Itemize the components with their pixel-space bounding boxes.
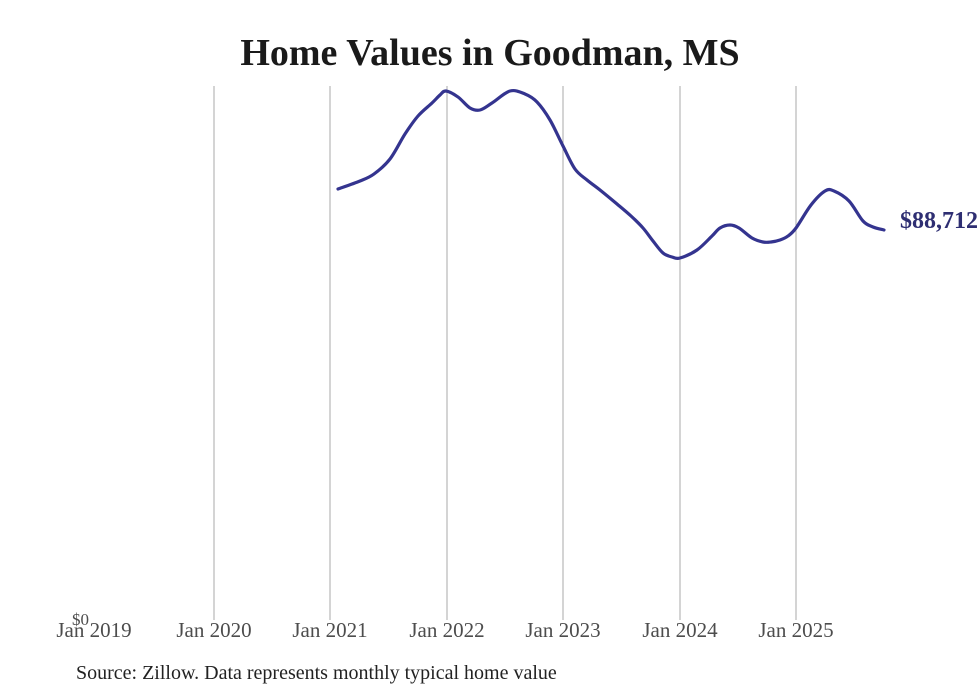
svg-text:Jan 2022: Jan 2022 bbox=[409, 618, 484, 642]
svg-text:Jan 2019: Jan 2019 bbox=[56, 618, 131, 642]
svg-text:$88,712: $88,712 bbox=[900, 208, 978, 234]
svg-text:Jan 2021: Jan 2021 bbox=[292, 618, 367, 642]
svg-text:$0: $0 bbox=[72, 610, 89, 629]
svg-text:Jan 2020: Jan 2020 bbox=[176, 618, 251, 642]
svg-text:Jan 2025: Jan 2025 bbox=[758, 618, 833, 642]
svg-text:Jan 2023: Jan 2023 bbox=[525, 618, 600, 642]
svg-text:Jan 2024: Jan 2024 bbox=[642, 618, 718, 642]
